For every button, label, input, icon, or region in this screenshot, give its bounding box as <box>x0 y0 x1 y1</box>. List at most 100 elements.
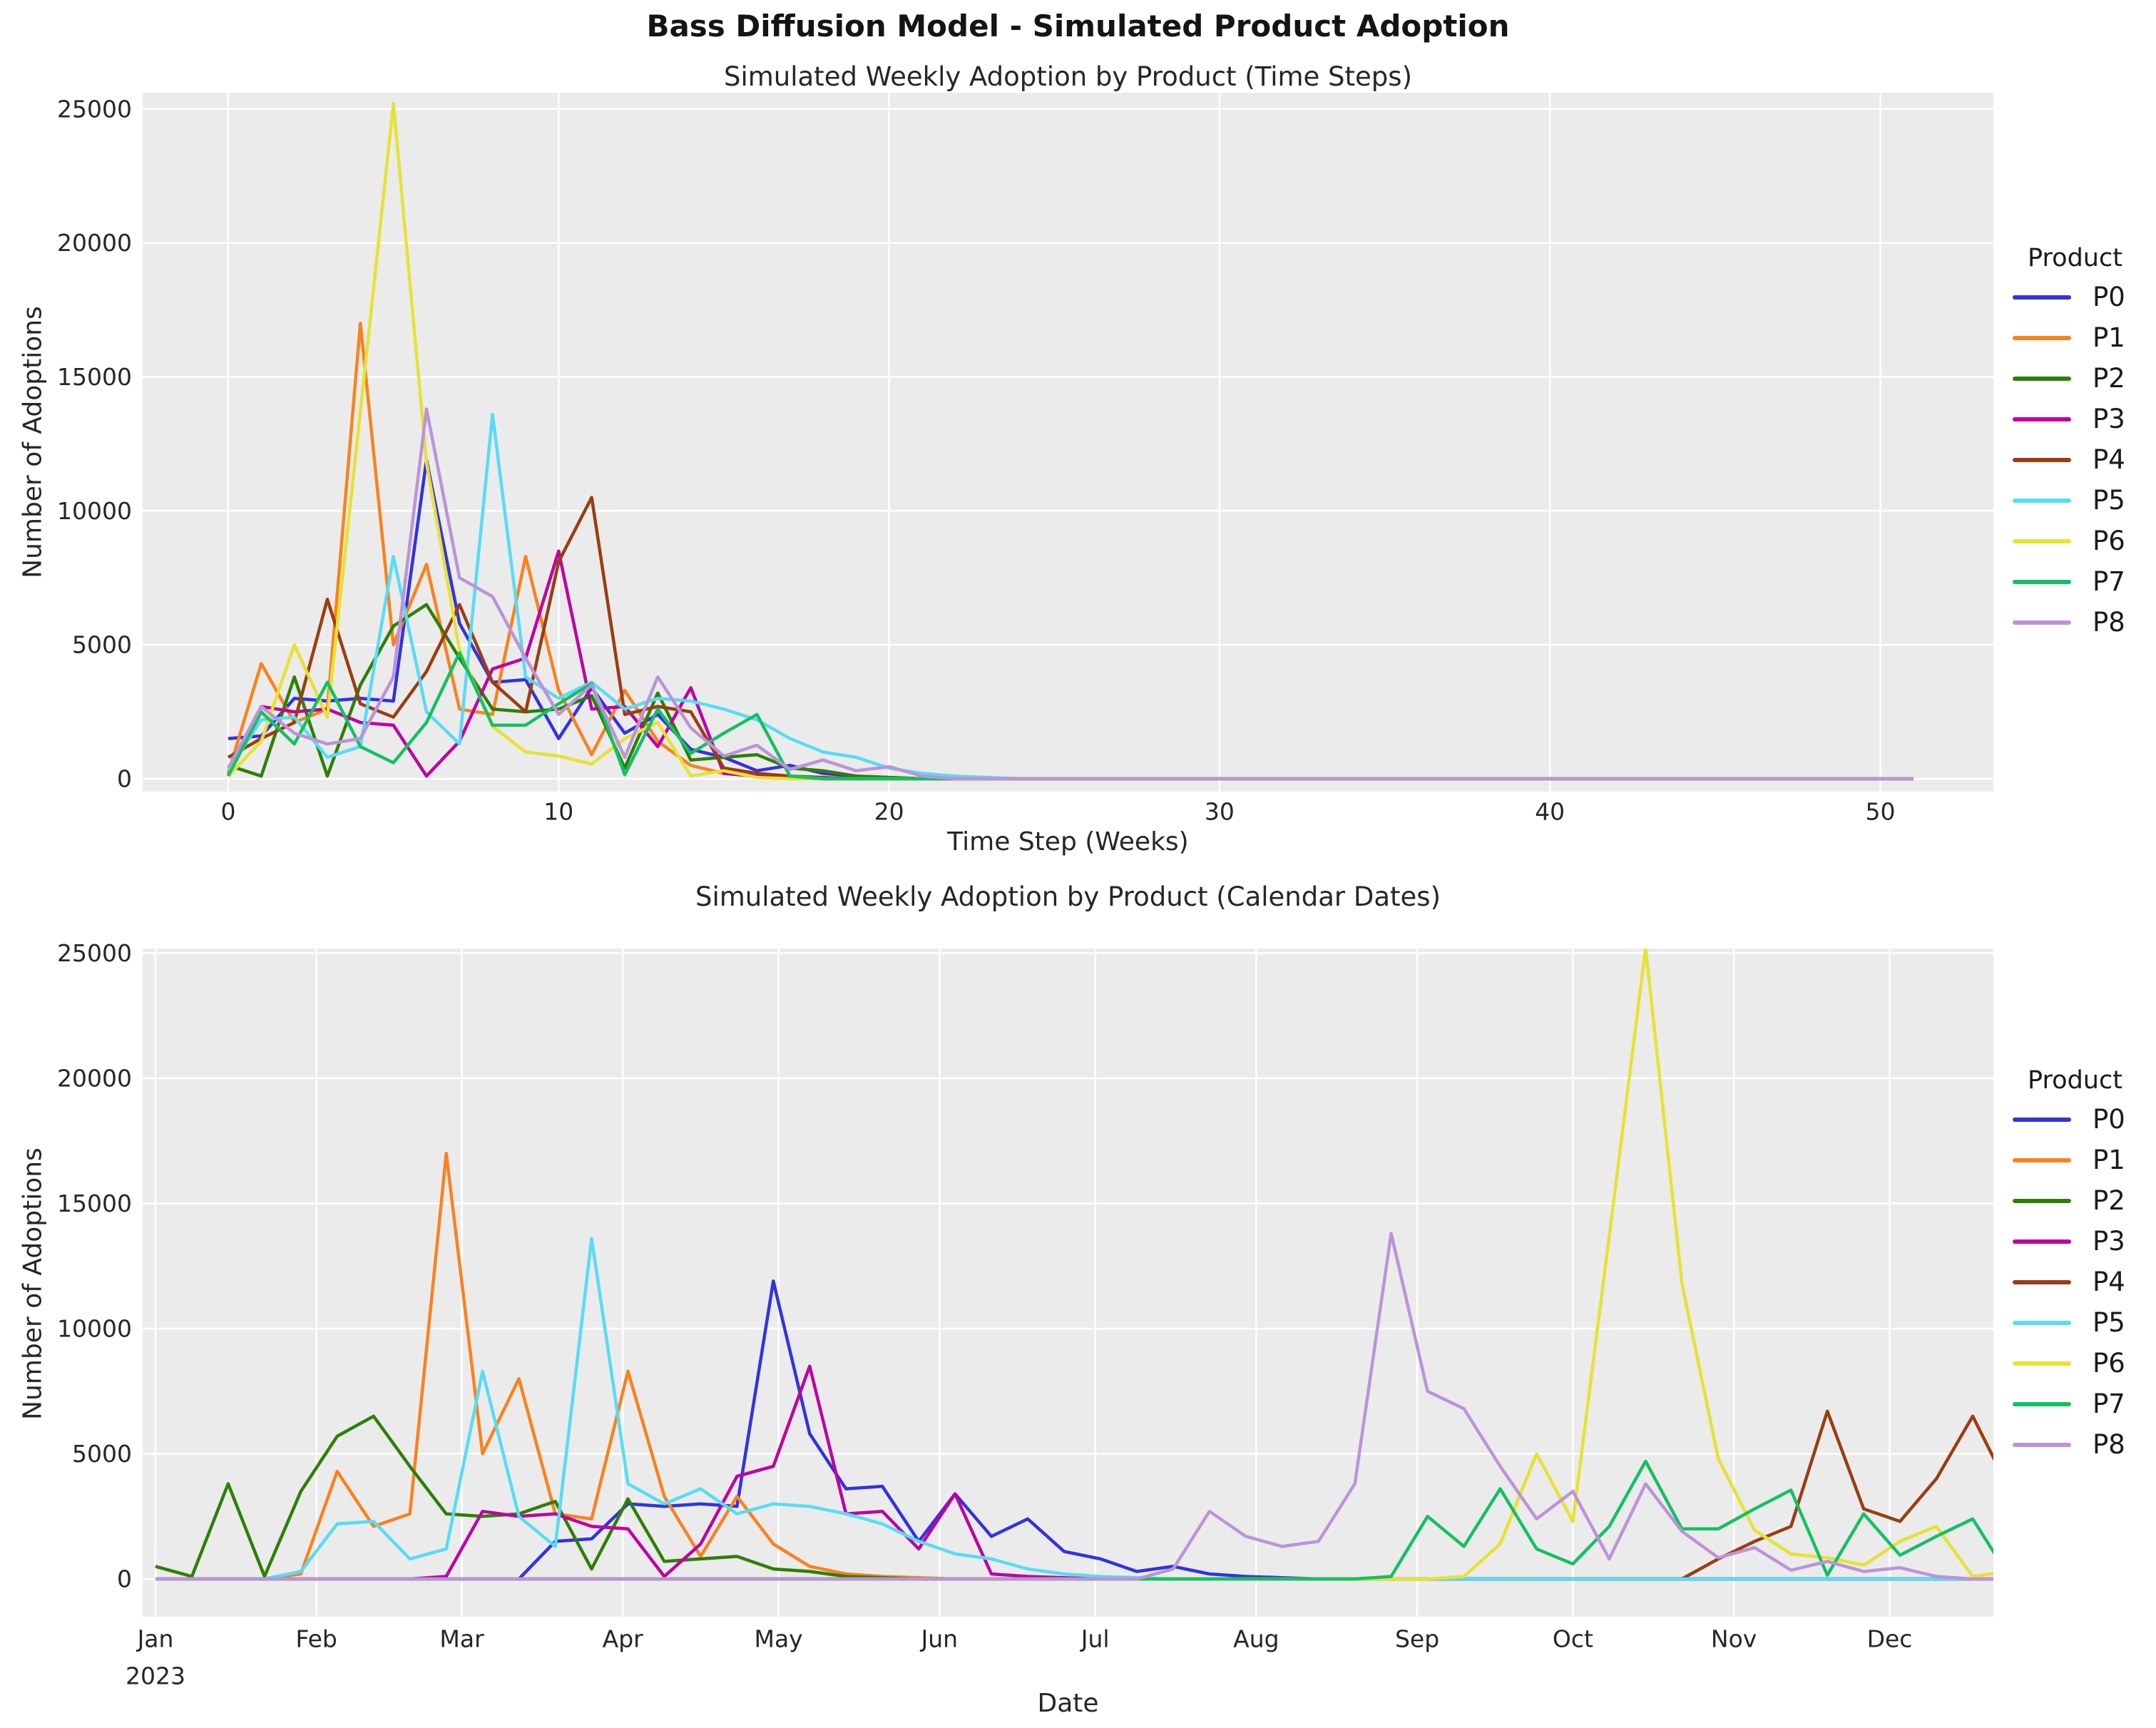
bottom-chart-xlabel: Date <box>1037 1689 1099 1718</box>
p5-line-swatch <box>2013 1320 2071 1325</box>
legend-title: Product <box>2028 1066 2122 1095</box>
p4-line-swatch <box>2013 1279 2071 1284</box>
series-line-p8 <box>155 1232 1993 1581</box>
plot-background <box>143 949 1993 1617</box>
svg-text:Aug: Aug <box>1233 1625 1279 1653</box>
p7-line-swatch <box>2013 579 2071 584</box>
legend-item-p6: P6 <box>2013 521 2148 561</box>
svg-text:25000: 25000 <box>57 939 132 967</box>
legend-item-p1: P1 <box>2013 317 2148 358</box>
top-chart-xtick-labels: 0 10 20 30 40 50 <box>221 798 1896 826</box>
svg-text:Apr: Apr <box>603 1625 644 1653</box>
svg-text:10: 10 <box>543 798 573 826</box>
svg-text:30: 30 <box>1205 798 1235 826</box>
p7-line-swatch <box>2013 1401 2071 1406</box>
bottom-chart-title: Simulated Weekly Adoption by Product (Ca… <box>695 881 1441 912</box>
svg-text:Oct: Oct <box>1553 1625 1593 1653</box>
svg-text:0: 0 <box>117 765 132 793</box>
bottom-chart-xtick-labels: Jan Feb Mar Apr May Jun Jul Aug Sep Oct Nov Dec <box>136 1625 1913 1653</box>
bottom-chart-ylabel: Number of Adoptions <box>18 1147 48 1420</box>
legend-item-p3: P3 <box>2013 399 2148 439</box>
legend-item-p0: P0 <box>2013 277 2148 317</box>
bottom-chart-series <box>155 949 1993 1581</box>
top-chart-series <box>226 101 1914 781</box>
p8-line-swatch <box>2013 1442 2071 1447</box>
year-tick-label: 2023 <box>126 1662 185 1690</box>
legend-label: P4 <box>2093 1267 2125 1297</box>
p3-line-swatch <box>2013 1239 2071 1244</box>
legend-item-p6: P6 <box>2013 1343 2148 1384</box>
svg-text:May: May <box>754 1625 802 1653</box>
legend-item-p5: P5 <box>2013 1302 2148 1343</box>
svg-text:Nov: Nov <box>1711 1625 1757 1653</box>
legend-item-p3: P3 <box>2013 1221 2148 1262</box>
legend-item-p8: P8 <box>2013 1424 2148 1465</box>
top-chart-title: Simulated Weekly Adoption by Product (Ti… <box>723 61 1413 92</box>
svg-text:50: 50 <box>1866 798 1896 826</box>
legend-item-p2: P2 <box>2013 358 2148 399</box>
legend-label: P8 <box>2093 607 2125 638</box>
legend-label: P5 <box>2093 1307 2125 1338</box>
legend-label: P7 <box>2093 566 2125 597</box>
legend-label: P5 <box>2093 485 2125 516</box>
legend-label: P8 <box>2093 1429 2125 1460</box>
legend-label: P0 <box>2093 1104 2125 1135</box>
legend-item-p1: P1 <box>2013 1140 2148 1180</box>
top-chart-ylabel: Number of Adoptions <box>18 306 48 578</box>
legend-label: P7 <box>2093 1389 2125 1419</box>
svg-text:Sep: Sep <box>1395 1625 1439 1653</box>
p1-line-swatch <box>2013 335 2071 340</box>
svg-text:Jun: Jun <box>919 1625 958 1653</box>
bottom-legend: Product P0 P1 P2 P3 P4 P5 P6 P7 P8 <box>2013 1062 2148 1465</box>
p4-line-swatch <box>2013 457 2071 462</box>
svg-text:25000: 25000 <box>57 95 132 123</box>
svg-text:10000: 10000 <box>57 1315 132 1343</box>
legend-item-p5: P5 <box>2013 480 2148 521</box>
p8-line-swatch <box>2013 620 2071 625</box>
top-chart-grid <box>143 93 1993 792</box>
svg-text:5000: 5000 <box>72 631 132 659</box>
svg-text:Mar: Mar <box>439 1625 484 1653</box>
legend-label: P2 <box>2093 1185 2125 1216</box>
svg-text:5000: 5000 <box>72 1440 132 1468</box>
p6-line-swatch <box>2013 1361 2071 1366</box>
legend-item-p7: P7 <box>2013 1384 2148 1424</box>
series-line-p5 <box>155 1237 1993 1581</box>
legend-label: P3 <box>2093 1226 2125 1257</box>
figure-title: Bass Diffusion Model - Simulated Product… <box>646 9 1510 44</box>
legend-label: P1 <box>2093 1145 2125 1175</box>
p1-line-swatch <box>2013 1157 2071 1162</box>
svg-text:10000: 10000 <box>57 497 132 525</box>
legend-item-p4: P4 <box>2013 1262 2148 1302</box>
top-legend: Product P0 P1 P2 P3 P4 P5 P6 P7 P8 <box>2013 240 2148 643</box>
legend-label: P3 <box>2093 404 2125 434</box>
svg-text:Feb: Feb <box>295 1625 337 1653</box>
svg-text:15000: 15000 <box>57 1190 132 1217</box>
svg-text:0: 0 <box>117 1565 132 1593</box>
svg-text:Jul: Jul <box>1080 1625 1110 1653</box>
p0-line-swatch <box>2013 295 2071 300</box>
legend-label: P6 <box>2093 1348 2125 1379</box>
top-chart-xlabel: Time Step (Weeks) <box>947 827 1189 857</box>
legend-label: P1 <box>2093 322 2125 353</box>
legend-item-p8: P8 <box>2013 602 2148 643</box>
legend-item-p4: P4 <box>2013 439 2148 480</box>
svg-text:20000: 20000 <box>57 229 132 257</box>
legend-label: P0 <box>2093 282 2125 312</box>
svg-text:20: 20 <box>874 798 904 826</box>
svg-text:Dec: Dec <box>1867 1625 1913 1653</box>
p5-line-swatch <box>2013 498 2071 503</box>
legend-label: P2 <box>2093 363 2125 394</box>
svg-text:Jan: Jan <box>136 1625 174 1653</box>
p2-line-swatch <box>2013 376 2071 381</box>
svg-text:0: 0 <box>221 798 236 826</box>
legend-label: P4 <box>2093 444 2125 475</box>
p2-line-swatch <box>2013 1198 2071 1203</box>
legend-item-p2: P2 <box>2013 1180 2148 1221</box>
legend-label: P6 <box>2093 526 2125 556</box>
legend-title: Product <box>2028 244 2122 272</box>
svg-text:15000: 15000 <box>57 363 132 391</box>
p6-line-swatch <box>2013 538 2071 543</box>
